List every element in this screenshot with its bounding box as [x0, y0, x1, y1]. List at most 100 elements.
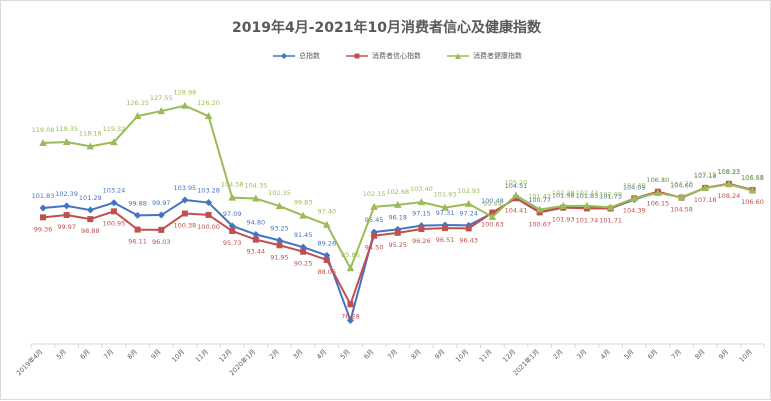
data-point — [133, 111, 142, 119]
data-label: 101.83 — [32, 192, 55, 200]
data-label: 119.32 — [103, 125, 126, 133]
data-point — [512, 191, 520, 199]
data-label: 107.18 — [694, 196, 717, 204]
data-label: 96.43 — [459, 236, 478, 244]
x-tick-label: 5月 — [55, 348, 68, 361]
x-tick-label: 6月 — [79, 348, 92, 361]
data-point — [346, 316, 354, 324]
data-label: 118.18 — [79, 129, 102, 137]
data-label: 102.43 — [576, 189, 599, 197]
data-label: 95.25 — [388, 241, 407, 249]
data-label: 100.67 — [528, 220, 551, 228]
data-label: 107.18 — [694, 172, 717, 180]
data-point — [748, 186, 757, 194]
data-label: 104.58 — [670, 206, 693, 214]
data-point — [157, 211, 165, 219]
data-label: 97.15 — [412, 210, 431, 218]
data-point — [39, 139, 47, 147]
legend-swatch-confidence — [346, 53, 368, 59]
data-label: 96.26 — [412, 237, 431, 245]
data-label: 103.24 — [103, 187, 126, 195]
data-label: 126.25 — [126, 99, 149, 107]
x-tick-label: 5月 — [622, 348, 635, 361]
data-label: 85.86 — [341, 251, 360, 259]
x-tick-label: 12月 — [501, 348, 517, 364]
x-tick-label: 7月 — [102, 348, 115, 361]
data-label: 101.83 — [576, 192, 599, 200]
data-point — [63, 212, 70, 219]
data-point — [134, 226, 141, 233]
data-label: 101.75 — [599, 192, 622, 200]
data-label: 100.38 — [174, 221, 197, 229]
x-tick-label: 7月 — [386, 348, 399, 361]
data-label: 89.26 — [317, 239, 336, 247]
legend-item-confidence: 消费者信心指数 — [346, 51, 421, 61]
data-label: 104.39 — [623, 206, 646, 214]
data-label: 99.83 — [294, 199, 313, 207]
data-label: 102.00 — [599, 190, 622, 198]
x-tick-label: 11月 — [194, 348, 210, 364]
data-point — [630, 194, 639, 202]
data-point — [86, 142, 95, 150]
data-point — [275, 202, 284, 210]
x-tick-label: 2019年4月 — [14, 347, 44, 377]
data-point — [701, 183, 709, 191]
data-point — [86, 206, 94, 214]
data-label: 101.93 — [434, 191, 457, 199]
data-label: 93.25 — [270, 224, 289, 232]
x-tick-label: 3月 — [575, 348, 588, 361]
data-label: 93.44 — [247, 248, 266, 256]
x-tick-label: 9月 — [433, 348, 446, 361]
data-label: 104.58 — [221, 181, 244, 189]
data-label: 101.98 — [552, 191, 575, 199]
x-tick-label: 2月 — [268, 348, 281, 361]
data-label: 99.49 — [483, 200, 502, 208]
data-label: 126.20 — [197, 99, 220, 107]
data-label: 100.77 — [528, 196, 551, 204]
data-point — [276, 236, 283, 244]
data-point — [276, 242, 283, 249]
data-point — [417, 198, 426, 206]
data-label: 105.80 — [647, 176, 670, 184]
data-point — [63, 202, 71, 210]
data-label: 128.98 — [174, 89, 197, 97]
data-point — [300, 248, 307, 255]
x-tick-label: 10月 — [454, 348, 470, 364]
data-label: 95.45 — [365, 216, 384, 224]
x-tick-label: 7月 — [670, 348, 683, 361]
x-tick-label: 11月 — [478, 348, 494, 364]
x-tick-label: 10月 — [170, 348, 186, 364]
data-point — [418, 226, 425, 233]
data-label: 108.24 — [717, 192, 740, 200]
data-label: 107.15 — [694, 171, 717, 179]
data-label: 101.29 — [79, 194, 102, 202]
data-label: 102.38 — [552, 189, 575, 197]
data-label: 105.20 — [505, 178, 528, 186]
data-point — [677, 193, 686, 201]
data-label: 88.05 — [317, 268, 336, 276]
data-point — [464, 199, 473, 207]
data-label: 100.63 — [481, 221, 504, 229]
data-point — [323, 220, 331, 228]
data-point — [488, 212, 497, 220]
data-label: 97.09 — [223, 210, 242, 218]
data-label: 91.45 — [294, 231, 313, 239]
x-tick-label: 3月 — [291, 348, 304, 361]
data-point — [181, 210, 188, 217]
data-point — [583, 201, 591, 209]
data-label: 104.51 — [505, 182, 528, 190]
data-label: 103.40 — [410, 185, 433, 193]
data-label: 108.13 — [717, 167, 740, 175]
legend-label-total: 总指数 — [299, 52, 320, 60]
data-point — [465, 225, 472, 232]
data-label: 101.43 — [528, 193, 551, 201]
legend-swatch-health — [447, 53, 469, 59]
x-tick-label: 9月 — [149, 348, 162, 361]
data-label: 91.95 — [270, 253, 289, 261]
legend-item-total: 总指数 — [273, 51, 320, 61]
x-tick-label: 9月 — [717, 348, 730, 361]
data-point — [205, 211, 212, 218]
legend-item-health: 消费者健康指数 — [447, 51, 522, 61]
data-point — [725, 180, 733, 188]
data-point — [204, 112, 213, 120]
